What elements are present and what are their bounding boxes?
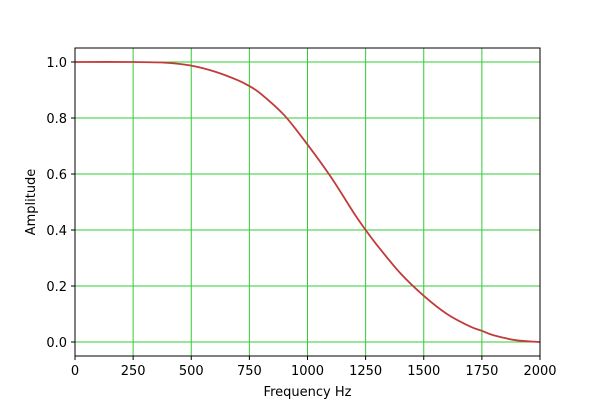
y-tick-label: 0.6 (46, 168, 67, 183)
x-tick-label: 2000 (523, 364, 556, 379)
x-tick-label: 0 (71, 364, 79, 379)
grid (74, 48, 541, 356)
series-layer (74, 61, 541, 343)
y-tick-label: 1.0 (46, 56, 67, 71)
y-axis-label: Amplitude (24, 169, 39, 236)
x-tick-label: 1500 (407, 364, 440, 379)
x-tick-label: 250 (121, 364, 146, 379)
x-tick-label: 1750 (465, 364, 498, 379)
y-tick-label: 0.0 (46, 336, 67, 351)
series-line (74, 61, 541, 343)
x-tick-label: 750 (237, 364, 262, 379)
y-tick-label: 0.8 (46, 112, 67, 127)
x-axis: 0 250 500 750 1000 1250 1500 1750 2000 (71, 356, 557, 379)
x-axis-label: Frequency Hz (264, 385, 352, 400)
x-tick-label: 500 (179, 364, 204, 379)
y-axis: 0.0 0.2 0.4 0.6 0.8 1.0 (46, 56, 75, 351)
y-tick-label: 0.4 (46, 224, 67, 239)
y-tick-label: 0.2 (46, 280, 67, 295)
x-tick-label: 1250 (349, 364, 382, 379)
x-tick-label: 1000 (291, 364, 324, 379)
